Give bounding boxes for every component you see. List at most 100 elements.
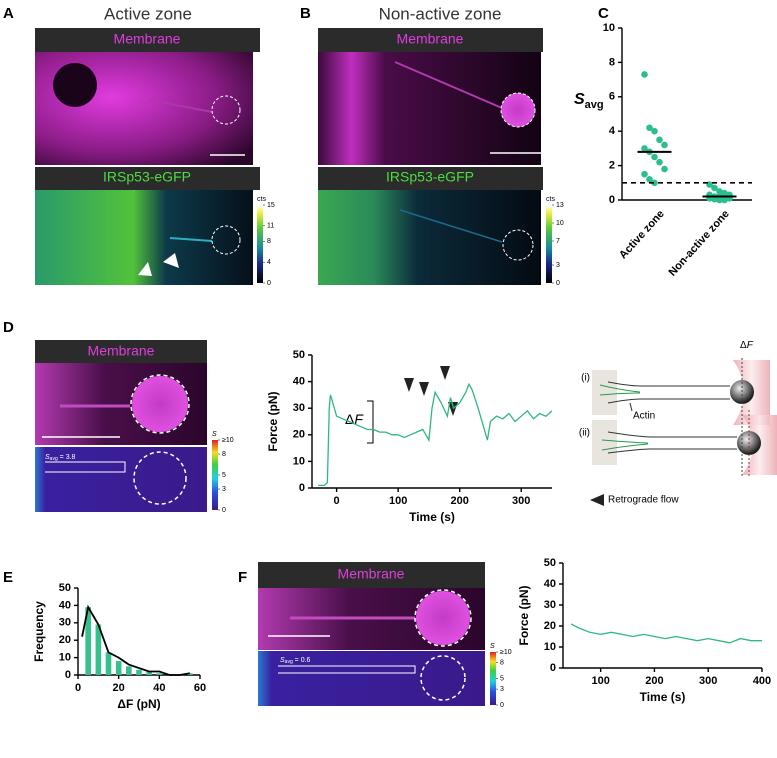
y-tick-label: 40 — [544, 578, 556, 590]
image-label: Membrane — [114, 31, 181, 47]
arrowhead — [163, 253, 179, 268]
histogram-bar — [136, 669, 142, 675]
x-axis-label: Time (s) — [640, 690, 686, 704]
histogram-bar — [115, 661, 122, 675]
y-axis-label: Savg — [574, 91, 604, 111]
y-tick-label: 30 — [59, 617, 71, 629]
data-point — [651, 153, 658, 161]
bead-outline — [420, 655, 466, 701]
colorbar-tick-label: 15 — [267, 202, 275, 209]
savg-value: = 0.6 — [293, 657, 311, 664]
histogram-bar — [105, 652, 112, 675]
data-point — [721, 196, 728, 204]
leader — [629, 402, 633, 412]
y-tick-label: 10 — [603, 22, 615, 34]
bracket — [278, 665, 416, 674]
force-trace — [318, 382, 553, 486]
colorbar-tick-label: 0 — [222, 507, 226, 514]
savg-subscript: avg — [285, 659, 293, 665]
panel-a-images — [35, 28, 263, 285]
panel-letter: E — [3, 569, 13, 586]
y-tick-label: 20 — [293, 429, 305, 441]
data-point — [716, 188, 723, 195]
header-bar — [35, 340, 207, 363]
savg-label: Savg = 3.8 — [45, 454, 76, 462]
x-tick-label: 0 — [75, 682, 81, 694]
x-tick-label: 200 — [451, 495, 469, 507]
state-label: (ii) — [579, 428, 590, 439]
schematic: (i) (ii) Actin Retrograde flow ΔF — [579, 340, 777, 506]
y-tick-label: 6 — [609, 91, 615, 103]
y-axis-label: Frequency — [32, 601, 46, 662]
x-tick-label: 100 — [389, 495, 407, 507]
y-tick-label: 8 — [609, 56, 615, 68]
data-point — [641, 170, 648, 178]
arrowhead — [404, 378, 414, 392]
y-tick-label: 50 — [293, 349, 305, 361]
colorbar — [490, 652, 496, 705]
savg-symbol: S — [280, 657, 285, 664]
x-tick-label: Non-active zone — [667, 208, 732, 279]
x-tick-label: 0 — [334, 495, 340, 507]
bracket — [45, 461, 126, 473]
data-point — [641, 145, 648, 152]
x-tick-label: 300 — [512, 495, 530, 507]
x-axis-label: ΔF (pN) — [117, 697, 160, 711]
y-tick-label: 50 — [544, 557, 556, 569]
colorbar-tick-label: 11 — [267, 223, 274, 230]
bead-outline — [211, 95, 241, 125]
y-tick-label: 4 — [609, 125, 616, 137]
data-point — [656, 136, 663, 144]
colorbar-tick-label: 8 — [222, 451, 226, 458]
colorbar-tick-label: 3 — [500, 686, 504, 693]
y-tick-label: 40 — [59, 599, 71, 611]
y-label-subscript: avg — [585, 99, 604, 111]
colorbar-tick-label: 0 — [556, 280, 560, 287]
y-axis-label: Force (pN) — [517, 585, 531, 645]
tube — [149, 99, 213, 113]
delta-f: F — [354, 411, 364, 427]
image-feature — [53, 63, 97, 107]
savg-symbol: S — [45, 454, 50, 461]
delta-label: ΔF — [740, 340, 754, 351]
panel-letter: C — [598, 5, 609, 22]
bead-outline — [502, 229, 534, 261]
colorbar-tick-label: 4 — [267, 259, 271, 266]
x-tick-label: 100 — [591, 675, 609, 687]
image-label: Membrane — [88, 343, 155, 359]
delta-bracket — [367, 400, 374, 444]
colorbar-title: cts — [257, 196, 266, 203]
histogram-bar — [156, 673, 163, 675]
panel-f-images — [258, 562, 496, 706]
image-label: Membrane — [397, 31, 464, 47]
colorbar-tick-label: 8 — [267, 238, 271, 245]
x-tick-label: 400 — [753, 675, 771, 687]
tube — [394, 61, 503, 109]
tube — [399, 209, 503, 243]
panel-d-images — [35, 340, 218, 512]
colorbar-tick-label: ≥10 — [222, 437, 234, 444]
y-tick-label: 20 — [59, 634, 71, 646]
panel-letter: D — [3, 319, 14, 336]
colorbar-tick-label: 13 — [556, 202, 564, 209]
histogram-bar — [146, 671, 152, 675]
colorbar-tick-label: 3 — [556, 262, 560, 269]
colorbar-tick-label: 3 — [222, 486, 226, 493]
y-tick-label: 30 — [293, 402, 305, 414]
bead-outline — [211, 225, 241, 255]
gfp-image — [318, 190, 541, 285]
x-tick-label: 60 — [194, 682, 206, 694]
y-tick-label: 10 — [544, 641, 556, 653]
bead — [132, 376, 188, 432]
cell-edge — [592, 420, 617, 465]
y-tick-label: 0 — [550, 662, 556, 674]
y-axis-label: Force (pN) — [266, 391, 280, 451]
flow-arrow — [590, 494, 604, 506]
delta-f: F — [747, 340, 754, 351]
colorbar-title: cts — [546, 196, 555, 203]
y-tick-label: 10 — [293, 455, 305, 467]
image-label: IRSp53-eGFP — [103, 169, 191, 185]
data-point — [661, 165, 668, 173]
arrowhead — [138, 262, 152, 276]
